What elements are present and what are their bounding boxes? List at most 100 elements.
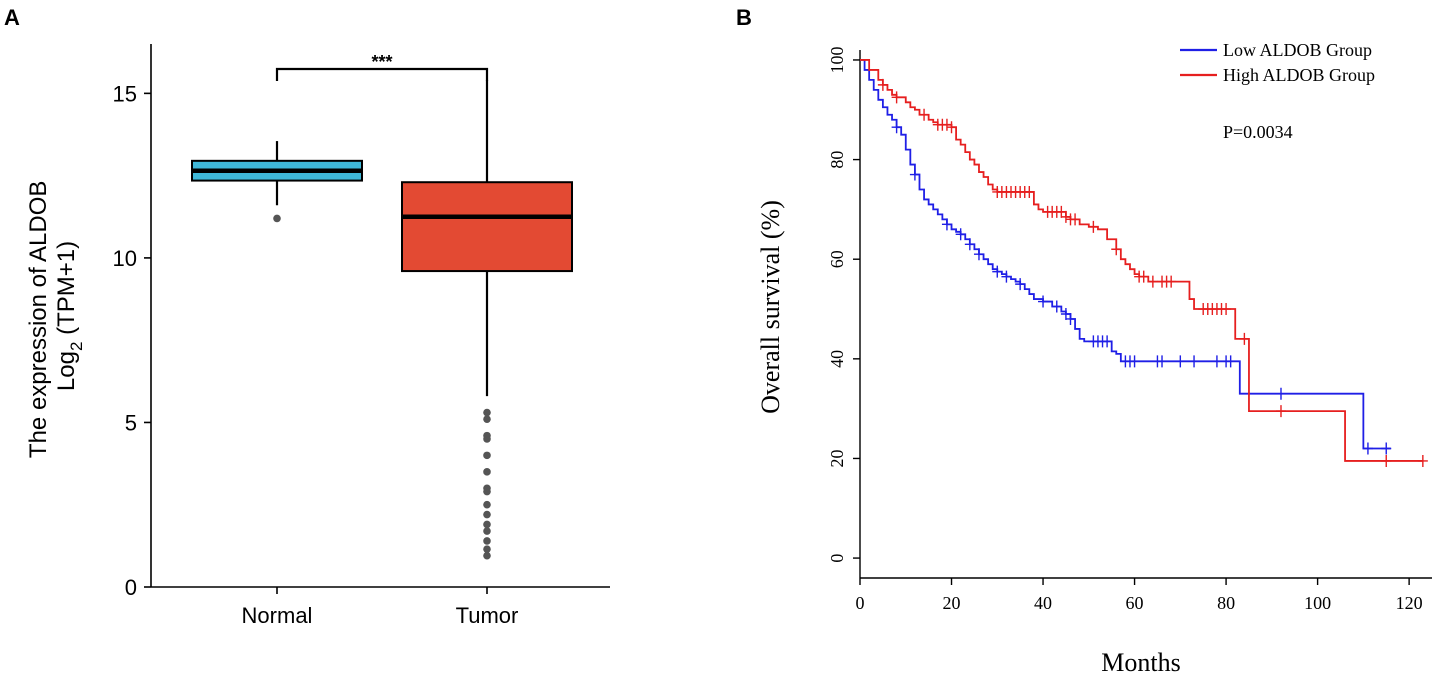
significance-stars: *** bbox=[371, 52, 392, 72]
box-tumor bbox=[401, 181, 573, 273]
outlier-point bbox=[483, 537, 491, 545]
outlier-point bbox=[483, 487, 491, 496]
panel-b-x-axis-label: Months bbox=[1101, 648, 1180, 677]
censor-mark bbox=[1060, 308, 1071, 320]
censor-mark bbox=[909, 168, 920, 181]
censor-mark bbox=[891, 121, 902, 134]
censor-mark bbox=[1381, 442, 1392, 455]
censor-mark bbox=[1275, 387, 1286, 400]
outlier-point bbox=[273, 214, 281, 223]
panel-a-y-label-line2-prefix: Log bbox=[53, 351, 80, 391]
censor-mark bbox=[964, 238, 975, 251]
censor-mark bbox=[1038, 295, 1049, 308]
y-tick-label: 5 bbox=[125, 410, 137, 435]
y-tick-label: 60 bbox=[827, 250, 847, 268]
panel-a-axes: 0 5 10 15 Normal Tumor bbox=[113, 44, 610, 628]
censor-mark bbox=[941, 118, 952, 131]
y-tick-label: 100 bbox=[827, 46, 847, 73]
x-tick-label: 40 bbox=[1034, 593, 1052, 613]
y-tick-label: 0 bbox=[125, 575, 137, 600]
censor-mark bbox=[1166, 275, 1177, 288]
censor-mark bbox=[1138, 270, 1149, 283]
x-tick-label: 0 bbox=[856, 593, 865, 613]
y-tick-label: 20 bbox=[827, 449, 847, 467]
y-tick-label: 0 bbox=[827, 554, 847, 563]
panel-b-survival: B 0 20 40 60 80 100 0 20 40 60 80 100 120 Months Ove… bbox=[736, 5, 1432, 677]
panel-b-marks bbox=[860, 59, 1428, 467]
panel-a-y-axis-label: The expression of ALDOB Log2 (TPM+1) bbox=[25, 174, 86, 458]
p-value-label: P=0.0034 bbox=[1223, 122, 1293, 142]
censor-mark bbox=[1001, 270, 1012, 283]
x-tick-label: Normal bbox=[242, 603, 313, 628]
outlier-point bbox=[483, 500, 491, 509]
censor-mark bbox=[1111, 243, 1122, 256]
outlier-point bbox=[483, 408, 491, 417]
censor-mark bbox=[1157, 355, 1168, 368]
censor-mark bbox=[992, 265, 1003, 278]
outlier-point bbox=[483, 468, 491, 476]
censor-mark bbox=[1417, 454, 1428, 467]
censor-mark bbox=[1275, 405, 1286, 418]
x-tick-label: 60 bbox=[1126, 593, 1144, 613]
outlier-point bbox=[483, 520, 491, 529]
outlier-point bbox=[483, 415, 491, 423]
x-tick-label: 100 bbox=[1304, 593, 1331, 613]
y-tick-label: 40 bbox=[827, 350, 847, 368]
outlier-point bbox=[483, 451, 491, 460]
censor-mark bbox=[1102, 335, 1113, 348]
panel-a-marks: *** bbox=[191, 52, 573, 560]
y-tick-label: 10 bbox=[113, 246, 137, 271]
panel-a-y-label-line2-suffix: (TPM+1) bbox=[53, 241, 80, 342]
panel-a-boxplot: A 0 5 10 15 Normal Tumor *** The expression o… bbox=[4, 5, 610, 628]
censor-mark bbox=[1088, 220, 1099, 233]
censor-mark bbox=[919, 108, 930, 121]
panel-a-y-label-subscript: 2 bbox=[67, 342, 86, 351]
censor-mark bbox=[973, 248, 984, 261]
outlier-point bbox=[483, 545, 491, 553]
x-tick-label: Tumor bbox=[456, 603, 519, 628]
panel-b-label: B bbox=[736, 5, 752, 30]
censor-mark bbox=[1239, 332, 1250, 345]
censor-mark bbox=[1225, 355, 1236, 368]
censor-mark bbox=[1381, 454, 1392, 467]
outlier-point bbox=[483, 551, 491, 560]
survival-curve-high bbox=[860, 59, 1423, 462]
panel-b-axes: 0 20 40 60 80 100 0 20 40 60 80 100 120 bbox=[827, 46, 1432, 613]
censor-mark bbox=[1211, 355, 1222, 368]
censor-mark bbox=[1024, 185, 1035, 198]
censor-mark bbox=[1065, 312, 1076, 325]
x-tick-label: 120 bbox=[1396, 593, 1423, 613]
panel-b-y-axis-label: Overall survival (%) bbox=[756, 200, 785, 414]
censor-mark bbox=[1015, 278, 1026, 291]
panel-a-y-label-line1: The expression of ALDOB bbox=[25, 181, 52, 458]
censor-mark bbox=[1147, 275, 1158, 288]
censor-mark bbox=[891, 91, 902, 104]
y-tick-label: 15 bbox=[113, 81, 137, 106]
censor-mark bbox=[1129, 355, 1140, 368]
survival-curve-low bbox=[860, 59, 1391, 450]
censor-mark bbox=[1060, 210, 1071, 223]
censor-mark bbox=[1189, 355, 1200, 368]
censor-mark bbox=[1056, 205, 1067, 218]
censor-mark bbox=[946, 121, 957, 134]
y-tick-label: 80 bbox=[827, 151, 847, 169]
censor-mark bbox=[1221, 303, 1232, 316]
significance-bracket bbox=[275, 67, 489, 81]
x-tick-label: 80 bbox=[1217, 593, 1235, 613]
legend-label-high: High ALDOB Group bbox=[1223, 65, 1375, 85]
panel-a-label: A bbox=[4, 5, 20, 30]
x-tick-label: 20 bbox=[943, 593, 961, 613]
panel-b-legend: Low ALDOB Group High ALDOB Group P=0.003… bbox=[1180, 40, 1375, 142]
censor-mark bbox=[955, 228, 966, 241]
outlier-point bbox=[483, 527, 491, 535]
outlier-point bbox=[483, 510, 491, 519]
censor-mark bbox=[1362, 442, 1373, 455]
censor-mark bbox=[1175, 355, 1186, 368]
censor-mark bbox=[1070, 213, 1081, 226]
censor-mark bbox=[941, 218, 952, 231]
outlier-point bbox=[483, 435, 491, 443]
legend-label-low: Low ALDOB Group bbox=[1223, 40, 1372, 60]
censor-mark bbox=[1051, 300, 1062, 313]
censor-mark bbox=[877, 78, 888, 91]
